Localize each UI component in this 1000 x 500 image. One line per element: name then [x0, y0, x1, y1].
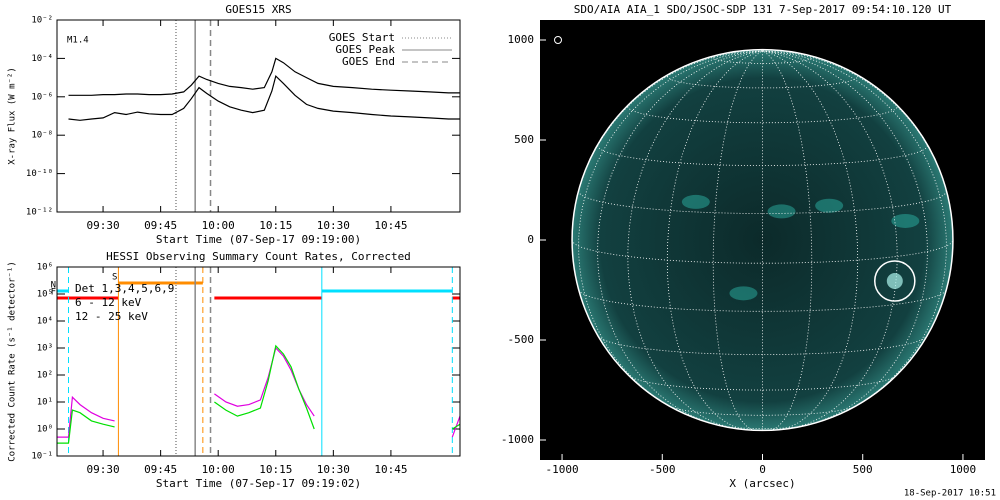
legend-label: 12 - 25 keV	[75, 310, 148, 323]
y-tick-label: 10⁵	[37, 290, 53, 300]
y-tick-label: 0	[527, 233, 534, 246]
x-tick-label: 10:00	[202, 463, 235, 476]
flare-location	[874, 260, 916, 302]
y-tick-label: 1000	[508, 33, 535, 46]
x-tick-label: 10:15	[259, 463, 292, 476]
longitude-line	[762, 50, 947, 412]
flag-label: F	[51, 288, 56, 298]
y-tick-label: 10⁻²	[31, 16, 53, 26]
longitude-line	[578, 50, 763, 412]
x-tick-label: 09:45	[144, 463, 177, 476]
y-tick-label: 500	[514, 133, 534, 146]
chart-title: HESSI Observing Summary Count Rates, Cor…	[106, 250, 411, 263]
latitude-line	[598, 336, 927, 355]
series-line	[57, 346, 461, 438]
limb	[571, 48, 954, 432]
x-tick-label: 09:30	[86, 463, 119, 476]
y-tick-label: 10⁰	[37, 425, 53, 435]
y-tick-label: 10³	[37, 344, 53, 354]
latitude-line	[571, 239, 954, 264]
x-tick-label: 1000	[950, 463, 977, 476]
y-tick-label: 10⁻¹²	[26, 208, 53, 218]
x-tick-label: 10:15	[259, 219, 292, 232]
longitude-line	[666, 50, 763, 431]
x-axis-label: Start Time (07-Sep-17 09:19:00)	[156, 233, 361, 246]
legend-swatch	[554, 36, 562, 44]
latitude-line	[629, 375, 896, 391]
y-tick-label: 10⁻¹⁰	[26, 169, 53, 179]
legend-label: GOES Start	[329, 31, 395, 44]
active-region	[681, 194, 710, 209]
solar-disk	[572, 49, 953, 431]
longitude-line	[597, 50, 763, 426]
legend-label: GOES Peak	[335, 43, 395, 56]
longitude-line	[762, 50, 813, 431]
y-tick-label: 10⁻⁴	[31, 54, 53, 64]
legend-title: Det 1,3,4,5,6,9	[75, 282, 174, 295]
x-axis-label: Start Time (07-Sep-17 09:19:02)	[156, 477, 361, 490]
y-tick-label: 10⁴	[37, 317, 53, 327]
x-tick-label: 09:30	[86, 219, 119, 232]
x-tick-label: 10:45	[374, 219, 407, 232]
x-tick-label: 10:45	[374, 463, 407, 476]
y-tick-label: 10⁻⁶	[31, 92, 53, 102]
x-tick-label: 09:45	[144, 219, 177, 232]
x-tick-label: 0	[759, 463, 766, 476]
longitude-line	[712, 50, 763, 431]
active-region	[767, 204, 796, 219]
legend-label: GOES End	[342, 55, 395, 68]
x-tick-label: -500	[649, 463, 676, 476]
y-tick-label: -500	[508, 333, 535, 346]
latitude-line	[712, 57, 813, 64]
series-line	[57, 344, 461, 444]
x-tick-label: 10:30	[317, 219, 350, 232]
y-axis-label: Corrected Count Rate (s⁻¹ detector⁻¹)	[8, 261, 18, 461]
latitude-line	[578, 289, 947, 312]
flag-label: S	[112, 273, 117, 283]
plot-frame	[56, 19, 461, 213]
active-region	[729, 286, 758, 301]
y-axis-label: X-ray Flux (W m⁻²)	[8, 67, 18, 165]
latitude-line	[666, 76, 859, 89]
flare-glow	[886, 273, 903, 289]
y-tick-label: 10⁻¹	[31, 452, 53, 462]
plot-frame	[56, 266, 461, 457]
x-tick-label: -1000	[545, 463, 578, 476]
latitude-line	[670, 406, 855, 416]
longitude-line	[762, 50, 928, 426]
latitude-line	[719, 425, 806, 429]
y-tick-label: 10⁶	[37, 263, 53, 273]
series-line	[68, 57, 460, 96]
legend-label: 6 - 12 keV	[75, 296, 142, 309]
x-axis-label: X (arcsec)	[729, 477, 795, 490]
active-region	[815, 198, 844, 213]
x-tick-label: 500	[853, 463, 873, 476]
chart-title: GOES15 XRS	[225, 3, 291, 16]
flag-label: N	[51, 281, 56, 291]
x-tick-label: 10:30	[317, 463, 350, 476]
active-region	[891, 213, 920, 228]
y-tick-label: -1000	[501, 433, 534, 446]
legend-label: AIA flare location	[566, 36, 664, 46]
y-tick-label: 10⁻⁸	[31, 131, 53, 141]
longitude-line	[762, 50, 859, 431]
y-tick-label: 10¹	[37, 398, 53, 408]
series-line	[68, 74, 460, 121]
annotation: M1.4	[67, 36, 89, 46]
y-tick-label: 10²	[37, 371, 53, 381]
x-tick-label: 10:00	[202, 219, 235, 232]
chart-title: SDO/AIA AIA_1 SDO/JSOC-SDP 131 7-Sep-201…	[574, 3, 952, 16]
timestamp: 18-Sep-2017 10:51	[904, 489, 996, 499]
